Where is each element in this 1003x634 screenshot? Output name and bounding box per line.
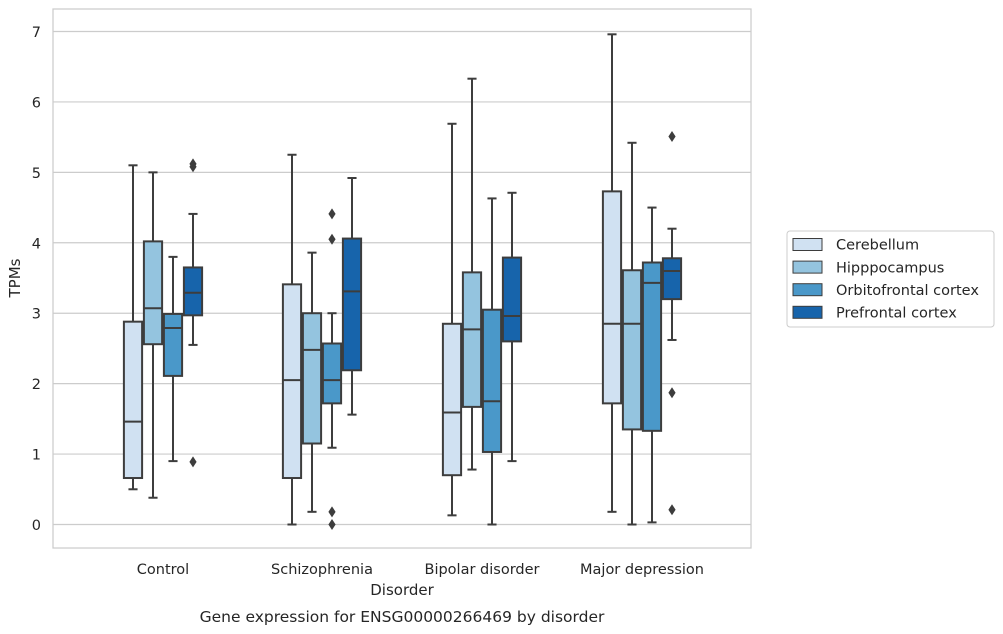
box [501, 256, 523, 343]
y-tick-label: 6 [32, 95, 41, 111]
legend-swatch [792, 305, 823, 319]
box-group [341, 176, 363, 416]
box [601, 190, 623, 405]
box-group [501, 191, 523, 463]
legend-swatch [792, 260, 823, 274]
box [621, 269, 643, 431]
box-group [621, 141, 643, 526]
plot-frame [52, 8, 752, 549]
box [661, 257, 683, 301]
y-tick-label: 2 [32, 377, 41, 393]
box [481, 308, 503, 453]
box-group [182, 158, 204, 468]
x-tick-label: Bipolar disorder [425, 562, 540, 578]
box [162, 312, 184, 377]
box-group [281, 153, 303, 526]
outlier-point [668, 504, 676, 516]
box-group [461, 77, 483, 471]
x-tick-label: Control [137, 562, 189, 578]
legend-label: Hipppocampus [836, 260, 944, 276]
y-tick-label: 1 [32, 448, 41, 464]
legend: Cerebellum Hipppocampus Orbitofrontal cort… [786, 230, 995, 328]
x-axis-label: Disorder [370, 581, 434, 599]
box [142, 240, 164, 346]
y-tick-label: 4 [32, 236, 41, 252]
box-group [601, 33, 623, 513]
box-group [142, 171, 164, 499]
box-plot-marks [122, 33, 683, 530]
legend-swatch [792, 283, 823, 297]
y-tick-label: 3 [32, 307, 41, 323]
box [461, 271, 483, 408]
y-tick-label: 7 [32, 25, 41, 41]
box-group [441, 122, 463, 517]
box-group [162, 255, 184, 463]
box-group [301, 251, 323, 513]
box-group [481, 197, 503, 526]
legend-frame [786, 230, 995, 328]
figure-caption: Gene expression for ENSG00000266469 by d… [200, 608, 605, 626]
outlier-point [668, 130, 676, 142]
outlier-point [328, 519, 336, 530]
box [281, 283, 303, 480]
box-group [321, 208, 343, 530]
box-group [661, 130, 683, 516]
outlier-point [328, 506, 336, 518]
legend-label: Prefrontal cortex [836, 306, 957, 322]
outlier-point [328, 233, 336, 245]
x-tick-label: Schizophrenia [271, 562, 373, 578]
legend-swatch [792, 238, 823, 251]
outlier-point [189, 161, 197, 173]
y-axis-label: TPMs [6, 258, 24, 298]
box-group [641, 206, 663, 524]
box [641, 261, 663, 432]
y-tick-label: 0 [32, 518, 41, 534]
box [301, 312, 323, 445]
box [182, 266, 204, 317]
y-tick-label: 5 [32, 166, 41, 182]
x-tick-label: Major depression [580, 562, 704, 578]
outlier-point [668, 387, 676, 399]
outlier-point [189, 456, 197, 468]
legend-label: Orbitofrontal cortex [836, 283, 979, 299]
box [321, 342, 343, 405]
x-tick-labels: Control Schizophrenia Bipolar disorder Majo… [137, 562, 704, 578]
outlier-point [328, 208, 336, 220]
box [441, 322, 463, 477]
legend-label: Cerebellum [836, 238, 919, 254]
y-tick-labels: 0 1 2 3 4 5 6 7 [32, 25, 41, 534]
box-group [122, 164, 144, 491]
box [341, 237, 363, 372]
box [122, 320, 144, 480]
